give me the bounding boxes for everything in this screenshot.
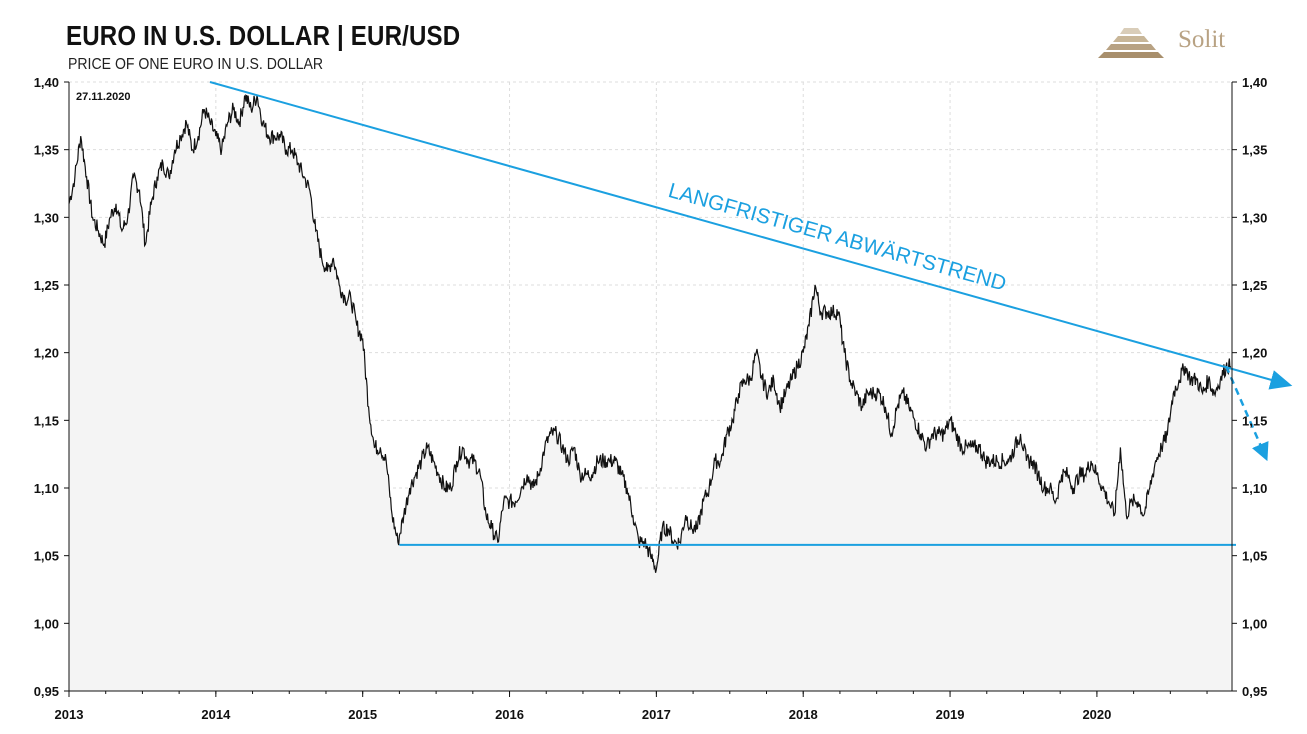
y-tick-label-left: 1,05 — [34, 549, 59, 564]
y-tick-label-left: 1,40 — [34, 75, 59, 90]
y-axis-right: 1,40 1,35 1,30 1,25 1,20 1,15 1,10 1,05 1,00 0,95 — [1232, 75, 1267, 699]
y-tick-label-right: 1,20 — [1242, 346, 1267, 361]
y-tick-label-right: 1,35 — [1242, 143, 1267, 158]
downtrend-line — [209, 81, 1293, 390]
price-area — [69, 95, 1231, 691]
x-tick-label: 2019 — [936, 707, 965, 722]
y-tick-label-right: 0,95 — [1242, 684, 1267, 699]
eurusd-price-line — [68, 93, 1232, 573]
x-tick-label: 2013 — [55, 707, 84, 722]
y-tick-label-left: 1,35 — [34, 143, 59, 158]
forecast-arrow — [1224, 365, 1269, 462]
logo-text: Solit — [1178, 26, 1226, 53]
y-tick-label-right: 1,25 — [1242, 278, 1267, 293]
y-tick-label-left: 1,10 — [34, 481, 59, 496]
x-tick-label: 2014 — [201, 707, 231, 722]
y-tick-label-left: 1,15 — [34, 413, 59, 428]
y-axis-left: 1,40 1,35 1,30 1,25 1,20 1,15 1,10 1,05 1,00 0,95 — [34, 75, 69, 699]
y-tick-label-right: 1,15 — [1242, 413, 1267, 428]
x-axis: 2013 2014 2015 2016 2017 2018 2019 2020 — [55, 691, 1208, 722]
x-tick-label: 2020 — [1082, 707, 1111, 722]
y-tick-label-right: 1,40 — [1242, 75, 1267, 90]
x-tick-label: 2017 — [642, 707, 671, 722]
chart-subtitle: PRICE OF ONE EURO IN U.S. DOLLAR — [68, 56, 324, 73]
y-tick-label-right: 1,30 — [1242, 210, 1267, 225]
y-tick-label-left: 1,20 — [34, 346, 59, 361]
pyramid-icon — [1098, 28, 1164, 58]
y-tick-label-left: 1,00 — [34, 616, 59, 631]
trend-label: LANGFRISTIGER ABWÄRTSTREND — [666, 179, 1009, 296]
y-tick-label-right: 1,05 — [1242, 549, 1267, 564]
y-tick-label-left: 1,30 — [34, 210, 59, 225]
y-tick-label-left: 1,25 — [34, 278, 59, 293]
chart-title: EURO IN U.S. DOLLAR | EUR/USD — [66, 20, 461, 51]
solit-logo: Solit — [1098, 24, 1248, 64]
date-stamp: 27.11.2020 — [76, 91, 131, 103]
axes — [68, 82, 1233, 692]
x-tick-label: 2015 — [348, 707, 377, 722]
x-tick-label: 2016 — [495, 707, 524, 722]
y-tick-label-right: 1,10 — [1242, 481, 1267, 496]
y-tick-label-left: 0,95 — [34, 684, 59, 699]
y-tick-label-right: 1,00 — [1242, 616, 1267, 631]
x-tick-label: 2018 — [789, 707, 818, 722]
